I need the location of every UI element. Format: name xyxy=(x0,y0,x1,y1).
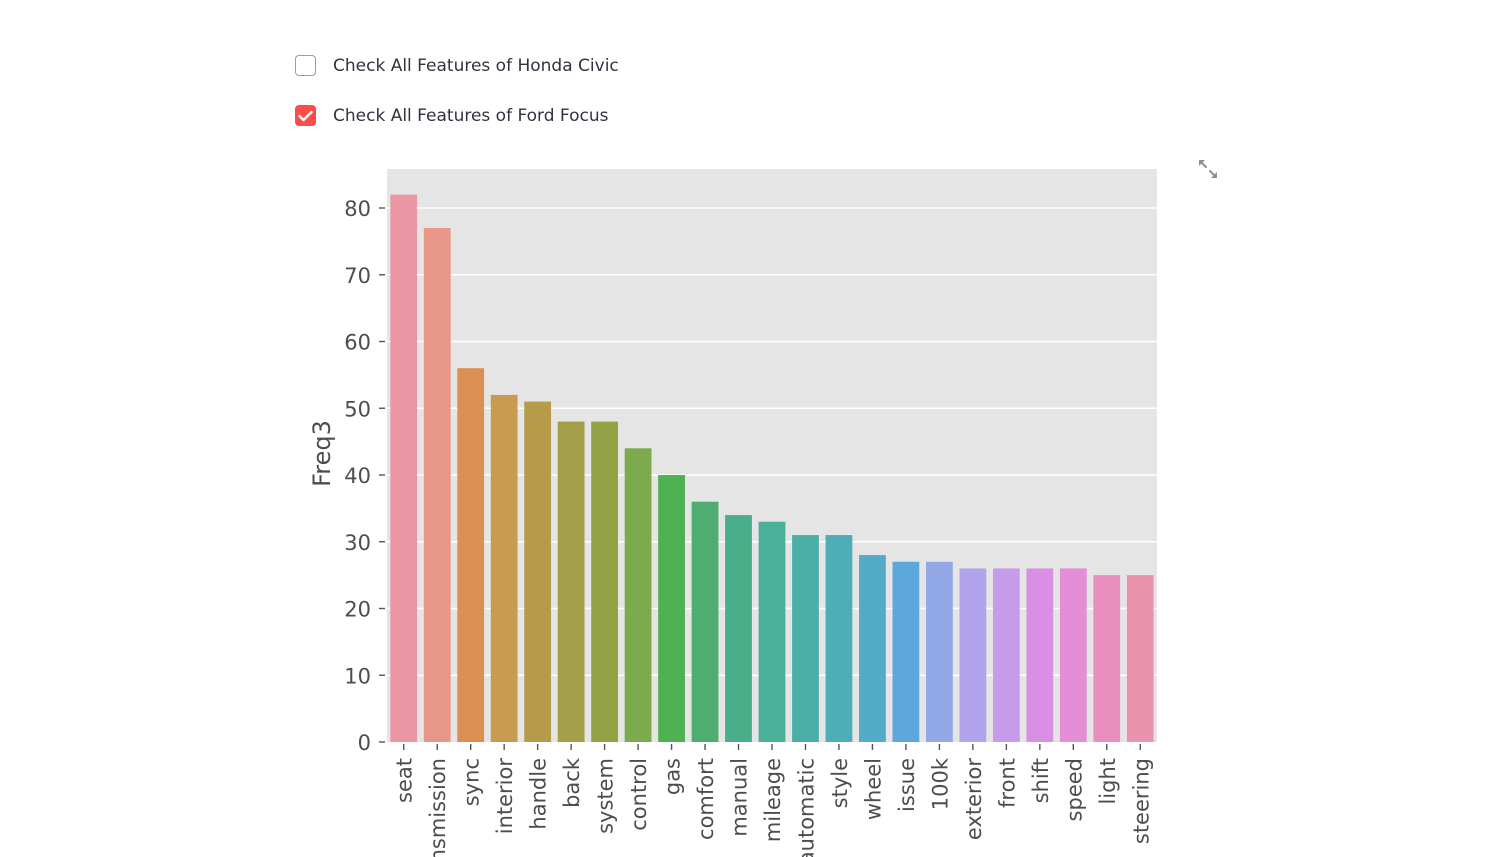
bar-interior xyxy=(490,394,518,742)
x-tick-label-system: system xyxy=(594,758,618,834)
bar-wheel xyxy=(859,555,886,742)
bar-control xyxy=(624,448,652,742)
fullscreen-button[interactable] xyxy=(1196,157,1220,181)
x-tick-label-transmission: transmission xyxy=(426,758,450,857)
bar-handle xyxy=(524,401,552,742)
x-tick-label-shift: shift xyxy=(1029,758,1053,803)
bar-seat xyxy=(390,194,418,742)
y-tick-label: 70 xyxy=(344,264,371,288)
x-tick-label-mileage: mileage xyxy=(761,758,785,842)
x-tick-label-seat: seat xyxy=(393,758,417,803)
bar-exterior xyxy=(959,568,987,742)
x-tick-label-gas: gas xyxy=(661,758,685,795)
x-tick-label-style: style xyxy=(828,758,852,808)
x-tick-label-light: light xyxy=(1096,758,1120,805)
bar-transmission xyxy=(423,228,451,742)
x-tick-label-manual: manual xyxy=(728,758,752,837)
bar-style xyxy=(825,535,853,742)
x-tick-label-back: back xyxy=(560,757,584,808)
x-tick-label-wheel: wheel xyxy=(861,758,885,820)
x-tick-label-control: control xyxy=(627,758,651,831)
y-tick-label: 30 xyxy=(344,531,371,555)
y-tick-label: 60 xyxy=(344,331,371,355)
bar-light xyxy=(1093,575,1121,742)
x-tick-label-sync: sync xyxy=(460,758,484,806)
honda-civic-checkbox-label[interactable]: Check All Features of Honda Civic xyxy=(333,55,619,76)
y-tick-label: 10 xyxy=(344,664,371,688)
checkmark-icon xyxy=(298,110,313,121)
bar-system xyxy=(591,421,618,742)
x-tick-label-handle: handle xyxy=(527,758,551,830)
bar-100k xyxy=(926,561,953,742)
y-tick-label: 80 xyxy=(344,197,371,221)
bar-steering xyxy=(1126,575,1154,742)
bar-comfort xyxy=(691,501,719,742)
checkbox-unchecked[interactable] xyxy=(295,55,316,76)
bar-front xyxy=(992,568,1020,742)
x-tick-label-exterior: exterior xyxy=(962,758,986,840)
bar-manual xyxy=(725,515,752,742)
x-tick-label-front: front xyxy=(995,758,1019,808)
bar-shift xyxy=(1026,568,1054,742)
ford-focus-checkbox[interactable]: Check All Features of Ford Focus xyxy=(295,105,608,126)
x-tick-label-steering: steering xyxy=(1129,758,1153,844)
y-tick-label: 50 xyxy=(344,397,371,421)
honda-civic-checkbox[interactable]: Check All Features of Honda Civic xyxy=(295,55,619,76)
bar-issue xyxy=(892,561,920,742)
x-tick-label-speed: speed xyxy=(1062,758,1086,821)
x-tick-label-100k: 100k xyxy=(928,757,952,810)
ford-focus-checkbox-label[interactable]: Check All Features of Ford Focus xyxy=(333,105,609,126)
bar-back xyxy=(557,421,585,742)
expand-arrows-icon xyxy=(1199,160,1217,178)
y-tick-label: 20 xyxy=(344,598,371,622)
y-tick-label: 0 xyxy=(358,731,371,755)
bars-group: seat transmission sync interior handle back sy… xyxy=(390,194,1154,857)
x-tick-label-interior: interior xyxy=(493,758,517,835)
bar-automatic xyxy=(792,535,819,742)
bar-speed xyxy=(1059,568,1087,742)
bar-sync xyxy=(457,368,485,742)
x-tick-label-comfort: comfort xyxy=(694,758,718,840)
y-tick-label: 40 xyxy=(344,464,371,488)
bar-gas xyxy=(658,475,685,742)
y-axis-label: Freq3 xyxy=(308,420,336,487)
bar-mileage xyxy=(758,521,786,742)
x-tick-label-issue: issue xyxy=(895,758,919,812)
checkbox-checked[interactable] xyxy=(295,105,316,126)
x-tick-label-automatic: automatic xyxy=(794,758,818,857)
